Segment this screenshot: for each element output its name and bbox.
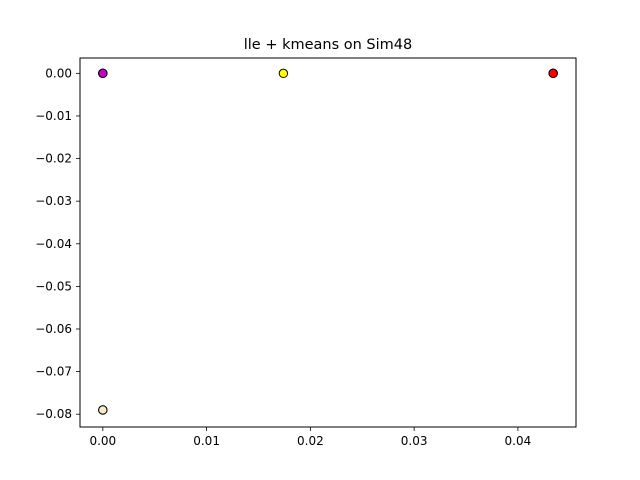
y-tick-label: −0.04 [35, 237, 72, 251]
x-tick-label: 0.01 [193, 434, 220, 448]
x-axis: 0.00 0.01 0.02 0.03 0.04 [89, 427, 531, 448]
y-tick-label: −0.05 [35, 279, 72, 293]
x-tick-label: 0.00 [89, 434, 116, 448]
y-tick-label: −0.06 [35, 322, 72, 336]
data-points [98, 68, 558, 415]
x-tick-label: 0.02 [297, 434, 324, 448]
data-point [98, 68, 108, 79]
y-tick-label: 0.00 [45, 66, 72, 80]
y-tick-label: −0.08 [35, 407, 72, 421]
data-point [548, 68, 558, 79]
x-tick-label: 0.03 [401, 434, 428, 448]
y-tick-label: −0.02 [35, 152, 72, 166]
chart-title: lle + kmeans on Sim48 [244, 37, 413, 53]
y-tick-label: −0.01 [35, 109, 72, 123]
data-point [278, 68, 289, 79]
y-tick-label: −0.03 [35, 194, 72, 208]
plot-area-frame [79, 57, 577, 428]
x-tick-label: 0.04 [505, 434, 532, 448]
y-tick-label: −0.07 [35, 365, 72, 379]
y-axis: 0.00 −0.01 −0.02 −0.03 −0.04 −0.05 −0.06 −0.07 −… [35, 66, 80, 421]
data-point [98, 405, 108, 415]
